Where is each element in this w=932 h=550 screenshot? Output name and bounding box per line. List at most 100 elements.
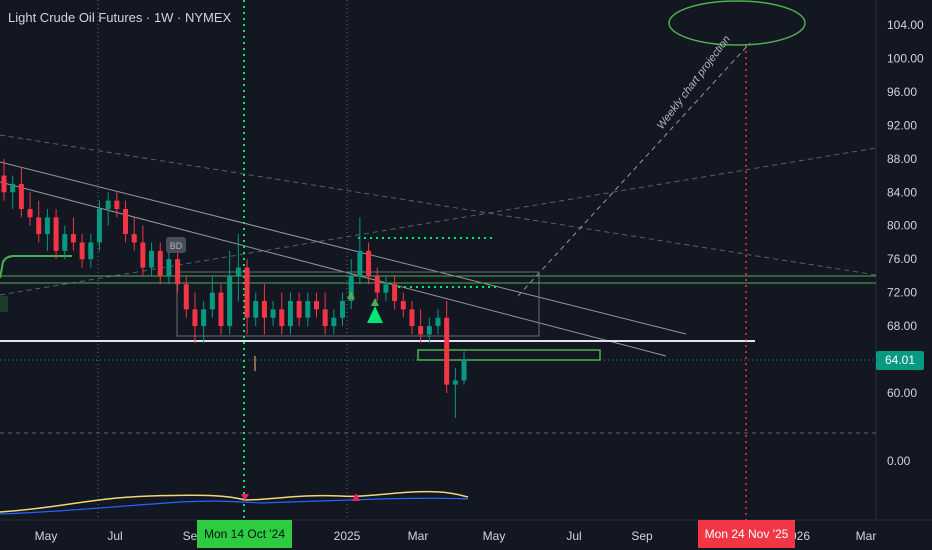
candle-body [313,301,319,310]
candle-body [114,200,120,209]
chart-title: Light Crude Oil Futures · 1W · NYMEX [8,10,232,25]
ema-curve-left [0,255,72,279]
time-tick-label: Jul [566,529,581,543]
oscillator-yellow [0,490,469,513]
candle-body [374,275,380,293]
time-tick-label: May [483,529,506,543]
price-tick-label: 88.00 [887,152,917,166]
candle-body [366,250,372,276]
price-axis[interactable]: 104.00 100.00 96.00 92.00 88.00 84.00 80.00 76.… [887,18,924,400]
oscillator-blue [0,497,469,515]
time-tick-label: Mar [856,529,877,543]
candle-body [461,359,467,381]
candle-body [452,380,458,385]
candle-body [418,326,424,335]
candle-body [123,209,129,235]
time-axis[interactable]: May Jul Se 2025 Mar May Jul Sep 026 Mar [35,529,877,543]
projection-label: Weekly chart projection [655,33,733,131]
osc-up-marker [352,493,360,501]
candle-body [253,301,259,318]
candle-body [53,217,59,251]
candle-body [166,259,172,276]
candle-body [218,292,224,327]
target-ellipse [668,0,806,46]
price-tick-label: 76.00 [887,252,917,266]
dashed-channel-top [0,134,877,276]
small-up-arrow [347,291,355,299]
target-zone-box [417,349,601,361]
candle-body [36,217,42,235]
candle-body [1,175,7,193]
candle-body [192,309,198,327]
candle-body [105,200,111,209]
time-tick-label: Se [183,529,198,543]
projection-line [517,42,751,297]
candle-body [383,284,389,293]
candle-body [209,292,215,310]
time-tick-label: 2025 [334,529,361,543]
price-tick-label: 72.00 [887,286,917,300]
trendline-upper [0,161,687,335]
candle-body [296,301,302,318]
candle-body [235,267,241,276]
candle-body [88,242,94,260]
dashed-channel-bottom [0,147,877,296]
candle-body [244,267,250,318]
osc-down-marker [241,494,249,501]
candle-body [96,209,102,243]
chart-vertical-gridlines [97,0,348,520]
price-tick-label: 60.00 [887,386,917,400]
candle-body [157,250,163,276]
candle-body [392,284,398,301]
price-tick-label: 96.00 [887,85,917,99]
candle-body [305,301,311,318]
candle-body [348,275,354,301]
price-tick-label: 104.00 [887,18,924,32]
candle-body [183,284,189,310]
candle-body [270,309,276,318]
price-tick-label: 84.00 [887,185,917,199]
candle-body [331,317,337,327]
candle-body [131,234,137,243]
candle-body [62,234,68,251]
green-date-tag: Mon 14 Oct '24 [197,520,292,548]
candle-body [400,301,406,310]
candle-body [10,183,16,193]
candle-body [18,183,24,209]
time-tick-label: May [35,529,58,543]
candle-body [149,250,155,268]
candle-body [44,217,50,235]
bd-badge-text: BD [170,241,183,251]
time-tick-label: Sep [631,529,653,543]
candles-group [1,158,467,419]
candle-body [340,301,346,318]
candle-body [426,326,432,335]
small-up-arrow-2 [371,298,379,306]
candle-body [175,259,181,285]
price-tick-label: 80.00 [887,219,917,233]
candle-body [227,275,233,327]
time-tick-label: Mar [408,529,429,543]
candle-body [357,250,363,276]
candle-body [435,317,441,327]
trendline-lower [0,181,667,357]
candle-body [261,301,267,318]
candle-body [201,309,207,327]
candle-body [409,309,415,327]
left-edge-label [0,296,8,312]
candle-body [140,242,146,268]
candle-body [27,209,33,218]
time-tick-label: 026 [790,529,810,543]
oscillator-axis-label: 0.00 [887,454,911,468]
candle-body [279,309,285,327]
buy-signal-arrow [367,306,383,323]
red-date-tag: Mon 24 Nov '25 [698,520,795,548]
candle-body [287,301,293,327]
last-price-tag: 64.01 [876,351,924,370]
bd-badge-box [166,237,186,253]
candle-body [79,242,85,260]
candle-body [70,234,76,243]
price-tick-label: 68.00 [887,319,917,333]
price-tick-label: 92.00 [887,118,917,132]
